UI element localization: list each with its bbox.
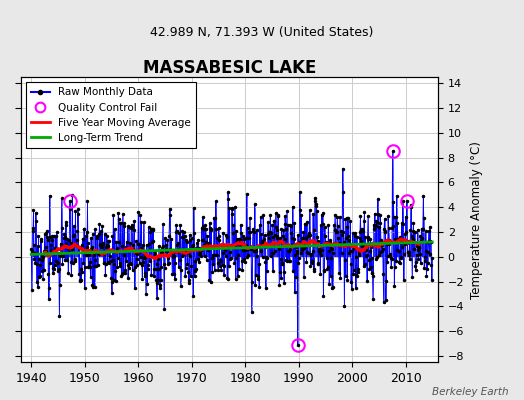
Text: 42.989 N, 71.393 W (United States): 42.989 N, 71.393 W (United States) (150, 26, 374, 39)
Text: Berkeley Earth: Berkeley Earth (432, 387, 508, 397)
Legend: Raw Monthly Data, Quality Control Fail, Five Year Moving Average, Long-Term Tren: Raw Monthly Data, Quality Control Fail, … (26, 82, 196, 148)
Y-axis label: Temperature Anomaly (°C): Temperature Anomaly (°C) (470, 141, 483, 298)
Title: MASSABESIC LAKE: MASSABESIC LAKE (143, 59, 316, 77)
